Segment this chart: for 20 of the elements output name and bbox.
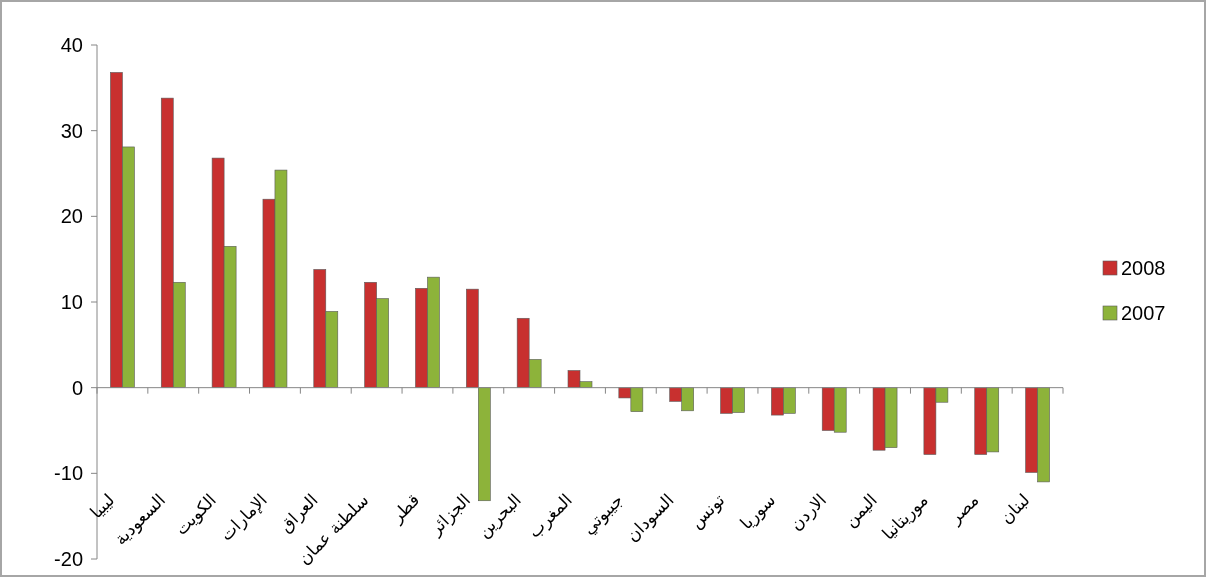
x-tick-label: المغرب bbox=[524, 489, 576, 542]
x-tick-label: الاردن bbox=[785, 489, 831, 535]
x-tick-label: مصر bbox=[944, 489, 983, 529]
y-tick-label: 40 bbox=[60, 34, 83, 56]
x-tick-label: البحرين bbox=[473, 489, 526, 542]
legend-label: 2007 bbox=[1121, 302, 1166, 324]
y-tick-label: -10 bbox=[54, 462, 83, 485]
y-tick-label: -20 bbox=[54, 548, 83, 570]
y-tick-label: 20 bbox=[60, 205, 83, 228]
x-tick-label: قطر bbox=[386, 489, 424, 527]
x-tick-label: الجزائر bbox=[424, 489, 475, 540]
x-tick-label: لبنان bbox=[995, 489, 1034, 528]
x-tick-label: ليبيا bbox=[85, 489, 119, 523]
x-tick-label: العراق bbox=[275, 489, 322, 536]
x-tick-label: تونس bbox=[686, 489, 729, 533]
x-tick-label: سوريا bbox=[736, 489, 780, 533]
y-tick-label: 30 bbox=[60, 119, 83, 142]
legend-label: 2008 bbox=[1121, 257, 1166, 279]
y-tick-label: 0 bbox=[71, 376, 83, 399]
y-tick-label: 10 bbox=[60, 291, 83, 313]
